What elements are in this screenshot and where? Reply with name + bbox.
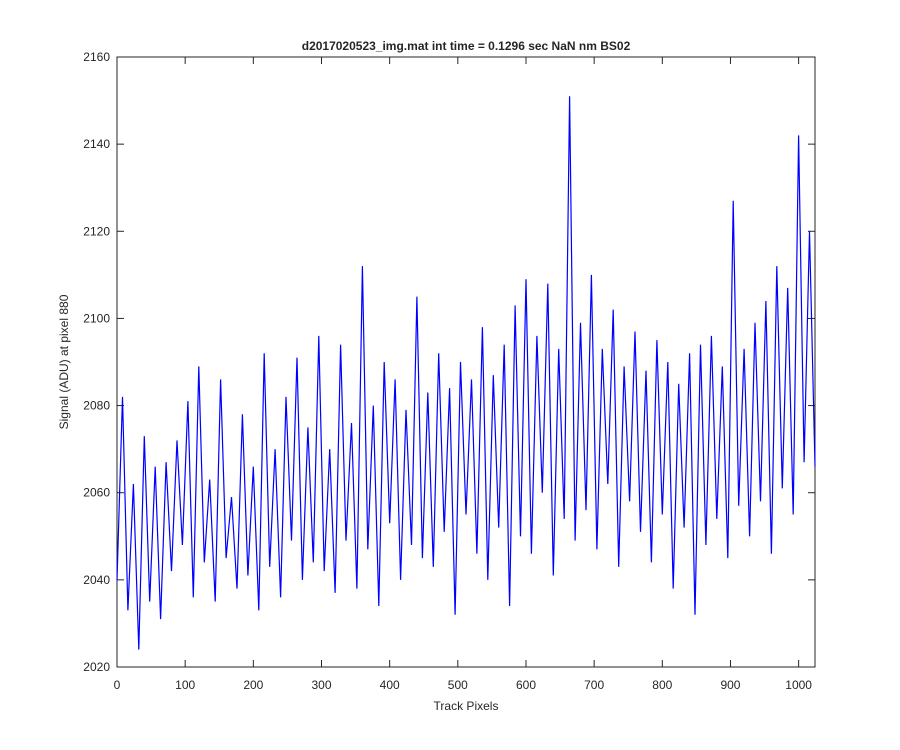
x-tick-label: 300 [311, 678, 331, 692]
x-tick-label: 900 [720, 678, 740, 692]
series-layer [116, 96, 816, 650]
y-axis-label: Signal (ADU) at pixel 880 [57, 294, 71, 429]
y-tick-label: 2160 [83, 50, 110, 64]
x-tick-label: 100 [175, 678, 195, 692]
y-tick-label: 2020 [83, 660, 110, 674]
chart-title: d2017020523_img.mat int time = 0.1296 se… [302, 39, 631, 53]
y-tick-label: 2040 [83, 573, 110, 587]
x-tick-label: 800 [652, 678, 672, 692]
y-tick-label: 2140 [83, 137, 110, 151]
y-tick-label: 2060 [83, 486, 110, 500]
x-tick-label: 600 [516, 678, 536, 692]
x-tick-label: 400 [380, 678, 400, 692]
y-tick-label: 2100 [83, 311, 110, 325]
y-tick-label: 2120 [83, 224, 110, 238]
x-axis-label: Track Pixels [434, 699, 499, 713]
axis-ticks: 0 100 200 300 400 500 600 700 800 900 1000 2020 2040… [83, 50, 815, 692]
x-tick-label: 0 [114, 678, 121, 692]
plot-area [116, 56, 816, 668]
x-tick-label: 500 [448, 678, 468, 692]
x-tick-label: 700 [584, 678, 604, 692]
y-tick-label: 2080 [83, 399, 110, 413]
x-tick-label: 200 [243, 678, 263, 692]
series-line-0 [116, 96, 816, 650]
x-tick-label: 1000 [785, 678, 812, 692]
